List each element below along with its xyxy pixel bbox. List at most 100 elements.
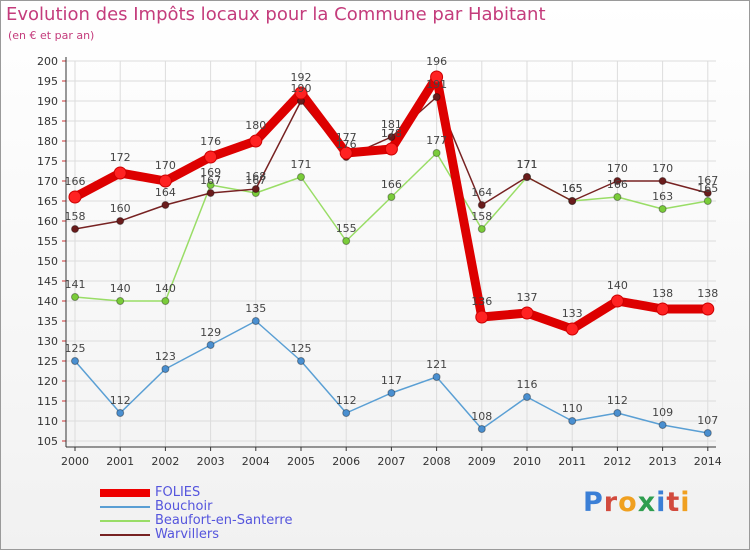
marker-beaufort-en-santerre-2003	[206, 181, 215, 189]
x-tick-label-2014: 2014	[694, 455, 722, 468]
data-label-warvillers-2011: 165	[562, 182, 583, 195]
marker-warvillers-2010	[523, 173, 531, 181]
marker-folies-2011	[565, 322, 579, 336]
marker-bouchoir-2007	[387, 389, 396, 397]
data-label-beaufort-en-santerre-2004: 167	[245, 174, 266, 187]
x-tick-label-2004: 2004	[242, 455, 270, 468]
marker-warvillers-2009	[477, 201, 486, 209]
marker-beaufort-en-santerre-2002	[161, 297, 170, 305]
legend-item-warvillers[interactable]: Warvillers	[100, 528, 292, 542]
y-tick-label-190: 190	[37, 95, 58, 108]
marker-folies-2014	[701, 302, 715, 316]
marker-folies-2007	[384, 142, 398, 156]
y-tick-label-135: 135	[37, 315, 58, 328]
logo-letter: i	[656, 487, 667, 518]
marker-warvillers-2014	[703, 189, 712, 197]
data-label-beaufort-en-santerre-2006: 155	[336, 222, 357, 235]
proxiti-logo: Proxiti	[583, 487, 691, 518]
data-label-folies-2011: 133	[562, 307, 583, 320]
legend-swatch-folies	[100, 489, 150, 497]
marker-bouchoir-2010	[523, 393, 531, 401]
data-label-warvillers-2004: 168	[245, 170, 266, 183]
logo-letter: x	[637, 487, 657, 518]
x-tick-label-2006: 2006	[332, 455, 360, 468]
data-label-warvillers-2007: 181	[381, 118, 402, 131]
data-label-folies-2009: 136	[471, 295, 492, 308]
data-label-bouchoir-2012: 112	[607, 394, 628, 407]
marker-folies-2010	[520, 306, 534, 320]
marker-bouchoir-2014	[703, 429, 712, 437]
data-label-beaufort-en-santerre-2008: 177	[426, 134, 447, 147]
data-label-beaufort-en-santerre-2009: 158	[471, 210, 492, 223]
data-label-beaufort-en-santerre-2001: 140	[110, 282, 131, 295]
y-tick-label-125: 125	[37, 355, 58, 368]
logo-letter: P	[583, 487, 604, 518]
logo-letter: i	[680, 487, 691, 518]
marker-warvillers-2003	[206, 189, 215, 197]
x-tick-label-2005: 2005	[287, 455, 315, 468]
marker-beaufort-en-santerre-2001	[116, 297, 125, 305]
data-label-warvillers-2010: 171	[517, 158, 538, 171]
data-label-bouchoir-2011: 110	[562, 402, 583, 415]
data-label-beaufort-en-santerre-2005: 171	[291, 158, 312, 171]
legend-item-folies[interactable]: FOLIES	[100, 486, 292, 500]
data-labels: 166 172 170 176 180 192 177 178 196 136 137 133 140 1…	[65, 55, 719, 427]
y-tick-label-105: 105	[37, 435, 58, 448]
marker-beaufort-en-santerre-2008	[432, 149, 441, 157]
data-label-bouchoir-2000: 125	[65, 342, 86, 355]
data-label-beaufort-en-santerre-2014: 165	[697, 182, 718, 195]
data-label-bouchoir-2006: 112	[336, 394, 357, 407]
y-tick-label-145: 145	[37, 275, 58, 288]
grid-lines	[66, 60, 716, 447]
data-label-warvillers-2014: 167	[697, 174, 718, 187]
data-label-bouchoir-2001: 112	[110, 394, 131, 407]
legend-item-bouchoir[interactable]: Bouchoir	[100, 500, 292, 514]
marker-beaufort-en-santerre-2000	[71, 293, 79, 301]
marker-bouchoir-2006	[342, 409, 351, 417]
x-tick-label-2011: 2011	[558, 455, 586, 468]
data-label-folies-2006: 177	[336, 131, 357, 144]
x-tick-label-2008: 2008	[423, 455, 451, 468]
data-label-bouchoir-2007: 117	[381, 374, 402, 387]
marker-warvillers-2007	[387, 133, 396, 141]
data-label-warvillers-2012: 170	[607, 162, 628, 175]
legend-item-beaufort[interactable]: Beaufort-en-Santerre	[100, 514, 292, 528]
marker-bouchoir-2012	[613, 409, 622, 417]
legend-swatch-warvillers	[100, 534, 150, 536]
data-label-beaufort-en-santerre-2000: 141	[65, 278, 86, 291]
marker-folies-2002	[158, 174, 172, 188]
data-label-warvillers-2006: 176	[336, 138, 357, 151]
data-label-bouchoir-2008: 121	[426, 358, 447, 371]
y-tick-label-185: 185	[37, 115, 58, 128]
marker-warvillers-2001	[116, 217, 125, 225]
marker-folies-2012	[610, 294, 624, 308]
y-tick-label-195: 195	[37, 75, 58, 88]
y-tick-label-115: 115	[37, 395, 58, 408]
marker-folies-2000	[68, 190, 82, 204]
x-tick-label-2013: 2013	[649, 455, 677, 468]
marker-beaufort-en-santerre-2012	[613, 193, 622, 201]
marker-folies-2004	[249, 134, 263, 148]
y-tick-label-140: 140	[37, 295, 58, 308]
marker-beaufort-en-santerre-2013	[658, 205, 667, 213]
data-label-bouchoir-2004: 135	[245, 302, 266, 315]
marker-beaufort-en-santerre-2005	[297, 173, 305, 181]
marker-bouchoir-2009	[477, 425, 486, 433]
data-label-beaufort-en-santerre-2007: 166	[381, 178, 402, 191]
logo-letter: t	[666, 487, 681, 518]
data-label-folies-2003: 176	[200, 135, 221, 148]
marker-bouchoir-2005	[297, 357, 305, 365]
data-label-folies-2000: 166	[65, 175, 86, 188]
x-tick-label-2009: 2009	[468, 455, 496, 468]
chart-subtitle: (en € et par an)	[8, 29, 95, 42]
legend-label-beaufort: Beaufort-en-Santerre	[155, 513, 293, 528]
data-label-beaufort-en-santerre-2012: 166	[607, 178, 628, 191]
logo-letter: o	[618, 487, 638, 518]
data-label-beaufort-en-santerre-2013: 163	[652, 190, 673, 203]
marker-bouchoir-2000	[71, 357, 79, 365]
marker-beaufort-en-santerre-2007	[387, 193, 396, 201]
data-label-folies-2001: 172	[110, 151, 131, 164]
marker-folies-2003	[204, 150, 218, 164]
data-markers	[68, 70, 715, 437]
data-label-bouchoir-2014: 107	[697, 414, 718, 427]
